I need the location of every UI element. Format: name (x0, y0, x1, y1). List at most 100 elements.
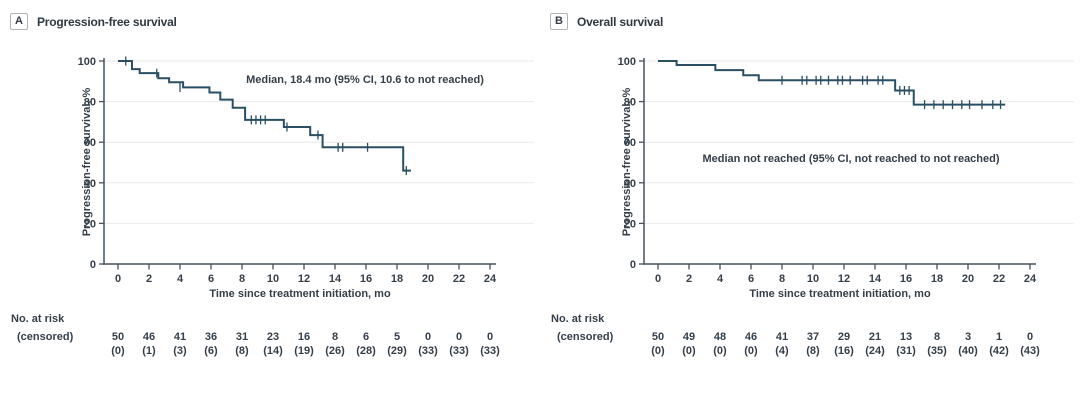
at-risk-value: 0 (487, 331, 493, 343)
at-risk-value: 49 (683, 331, 695, 343)
y-tick-label: 60 (624, 137, 636, 149)
at-risk-value: 31 (236, 331, 248, 343)
x-tick-label: 16 (900, 273, 912, 285)
censored-value: (26) (325, 345, 345, 357)
at-risk-value: 41 (174, 331, 186, 343)
x-tick-label: 0 (655, 273, 661, 285)
censored-value: (19) (294, 345, 314, 357)
no-at-risk-label: No. at risk (11, 313, 65, 325)
x-tick-label: 24 (1024, 273, 1037, 285)
x-tick-label: 14 (869, 273, 882, 285)
at-risk-value: 48 (714, 331, 726, 343)
censored-value: (28) (356, 345, 376, 357)
censored-value: (1) (142, 345, 156, 357)
km-chart-progression-free-survival: Median, 18.4 mo (95% CI, 10.6 to not rea… (11, 56, 534, 357)
at-risk-value: 5 (394, 331, 400, 343)
censored-value: (16) (834, 345, 854, 357)
survival-curve (118, 60, 411, 172)
censored-label: (censored) (557, 331, 614, 343)
at-risk-value: 23 (267, 331, 279, 343)
x-tick-label: 20 (422, 273, 434, 285)
panel-b-header: B Overall survival (550, 13, 663, 30)
x-tick-label: 4 (717, 273, 724, 285)
at-risk-value: 3 (965, 331, 971, 343)
panel-progression-free-survival: A Progression-free survival Median, 18.4… (10, 13, 534, 357)
censored-value: (14) (263, 345, 283, 357)
x-tick-label: 8 (779, 273, 785, 285)
censored-label: (censored) (17, 331, 74, 343)
y-tick-label: 80 (624, 97, 636, 109)
at-risk-value: 0 (425, 331, 431, 343)
x-tick-label: 18 (931, 273, 943, 285)
at-risk-value: 13 (900, 331, 912, 343)
x-tick-label: 6 (208, 273, 214, 285)
x-tick-label: 8 (239, 273, 245, 285)
censored-value: (3) (173, 345, 187, 357)
x-tick-label: 0 (115, 273, 121, 285)
censored-value: (0) (744, 345, 758, 357)
at-risk-value: 8 (332, 331, 338, 343)
censored-value: (29) (387, 345, 407, 357)
y-tick-label: 20 (84, 218, 96, 230)
panel-b-title: Overall survival (576, 14, 664, 29)
y-tick-label: 40 (624, 178, 636, 190)
censored-value: (33) (418, 345, 438, 357)
y-tick-label: 20 (624, 218, 636, 230)
censored-value: (8) (235, 345, 249, 357)
censored-value: (0) (682, 345, 696, 357)
at-risk-value: 50 (652, 331, 664, 343)
panel-b-letter-badge: B (550, 13, 568, 30)
at-risk-value: 6 (363, 331, 369, 343)
at-risk-value: 46 (745, 331, 757, 343)
censored-value: (43) (1020, 345, 1040, 357)
y-tick-label: 40 (84, 178, 96, 190)
censored-value: (0) (651, 345, 665, 357)
at-risk-value: 21 (869, 331, 881, 343)
censored-value: (33) (449, 345, 469, 357)
at-risk-value: 29 (838, 331, 850, 343)
x-tick-label: 16 (360, 273, 372, 285)
x-axis-title: Time since treatment initiation, mo (749, 288, 931, 300)
censored-value: (42) (989, 345, 1009, 357)
at-risk-value: 16 (298, 331, 310, 343)
panel-a-header: A Progression-free survival (10, 13, 177, 30)
y-axis-title: Progression-free survival, % (81, 88, 93, 237)
y-tick-label: 0 (630, 259, 636, 271)
x-tick-label: 18 (391, 273, 403, 285)
y-tick-label: 100 (78, 56, 96, 68)
x-tick-label: 22 (453, 273, 465, 285)
x-tick-label: 2 (686, 273, 692, 285)
at-risk-value: 41 (776, 331, 788, 343)
y-axis-title: Progression-free survival, % (621, 88, 633, 237)
x-tick-label: 12 (298, 273, 310, 285)
censored-value: (40) (958, 345, 978, 357)
at-risk-value: 0 (1027, 331, 1033, 343)
km-chart-overall-survival: Median not reached (95% CI, not reached … (551, 56, 1074, 357)
x-tick-label: 22 (993, 273, 1005, 285)
censored-value: (0) (111, 345, 125, 357)
censored-value: (24) (865, 345, 885, 357)
y-tick-label: 100 (618, 56, 636, 68)
y-tick-label: 0 (90, 259, 96, 271)
censored-value: (6) (204, 345, 218, 357)
at-risk-value: 50 (112, 331, 124, 343)
censored-value: (33) (480, 345, 500, 357)
at-risk-value: 8 (934, 331, 940, 343)
y-tick-label: 80 (84, 97, 96, 109)
at-risk-value: 0 (456, 331, 462, 343)
x-tick-label: 6 (748, 273, 754, 285)
median-annotation: Median not reached (95% CI, not reached … (702, 153, 999, 165)
no-at-risk-label: No. at risk (551, 313, 605, 325)
x-tick-label: 24 (484, 273, 497, 285)
x-axis-title: Time since treatment initiation, mo (209, 288, 391, 300)
survival-curve (658, 60, 1006, 106)
x-tick-label: 10 (267, 273, 279, 285)
x-tick-label: 2 (146, 273, 152, 285)
median-annotation: Median, 18.4 mo (95% CI, 10.6 to not rea… (246, 74, 484, 86)
censored-value: (8) (806, 345, 820, 357)
panel-a-letter-badge: A (10, 13, 28, 30)
x-tick-label: 14 (329, 273, 342, 285)
at-risk-value: 37 (807, 331, 819, 343)
x-tick-label: 12 (838, 273, 850, 285)
